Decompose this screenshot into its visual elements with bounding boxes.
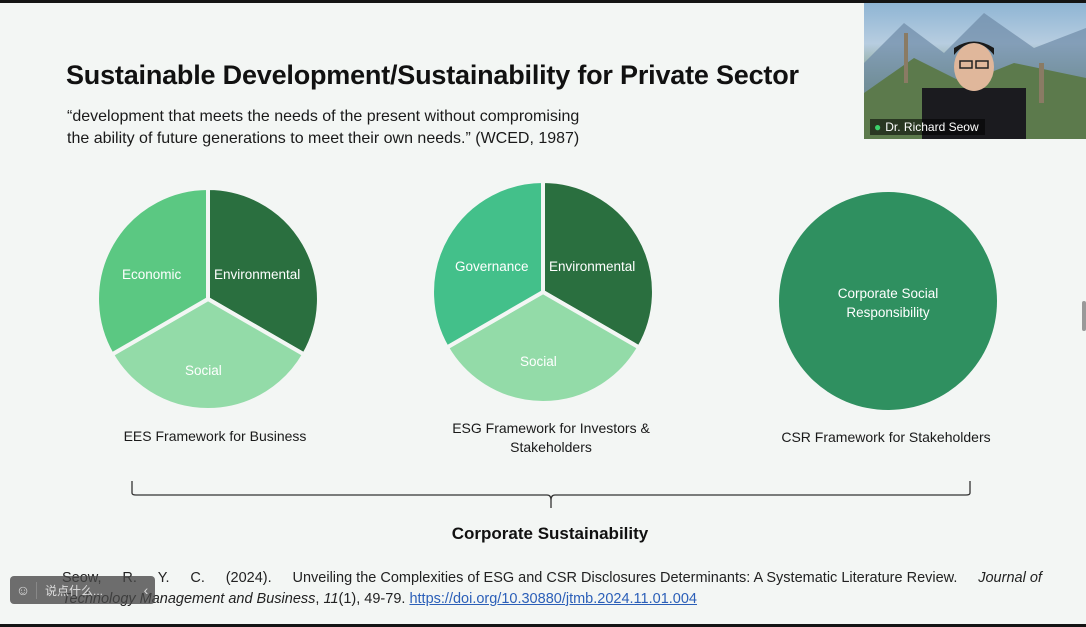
chevron-left-icon[interactable]: ‹ (143, 582, 149, 598)
doi-link[interactable]: https://doi.org/10.30880/jtmb.2024.11.01… (409, 591, 697, 607)
comment-placeholder[interactable]: 说点什么... (36, 581, 137, 599)
video-tile[interactable]: ● Dr. Richard Seow (864, 3, 1086, 139)
pie-segment-social (109, 296, 307, 412)
ref-word: C. (190, 570, 205, 586)
slide-title: Sustainable Development/Sustainability f… (66, 60, 799, 90)
comment-input-box[interactable]: ☺ 说点什么... ‹ (10, 576, 155, 604)
ref-title: Unveiling the Complexities of ESG and CS… (292, 570, 958, 586)
ref-volume: 11 (323, 591, 339, 607)
participant-name: Dr. Richard Seow (885, 120, 979, 134)
ees-caption-line-1: EES Framework for Business (123, 428, 307, 444)
pie-segment-governance (430, 178, 545, 351)
smiley-icon[interactable]: ☺ (15, 582, 31, 598)
corporate-sustainability-label: Corporate Sustainability (451, 524, 649, 543)
pie-segment-economic (95, 185, 210, 358)
quote-line-1: “development that meets the needs of the… (67, 108, 580, 125)
wced-quote: “development that meets the needs of the… (67, 106, 579, 150)
ref-comma: , (315, 591, 320, 607)
label-governance: Governance (455, 259, 529, 274)
ref-word: Y. (157, 570, 170, 586)
ees-caption: EES Framework for Business (100, 427, 330, 446)
pie-segment-social (444, 289, 642, 405)
esg-caption-line-2: Stakeholders (510, 439, 592, 455)
csr-label: Corporate Social Responsibility (808, 284, 968, 322)
csr-caption-line-1: CSR Framework for Stakeholders (781, 429, 991, 445)
esg-caption: ESG Framework for Investors & Stakeholde… (436, 419, 666, 457)
ees-pie-chart (95, 185, 321, 412)
label-social: Social (520, 354, 557, 369)
quote-line-2: the ability of future generations to mee… (67, 130, 580, 147)
label-social: Social (185, 363, 222, 378)
csr-label-line-2: Responsibility (846, 305, 930, 320)
reference-citation: Seow, R. Y. C. (2024). Unveiling the Com… (62, 568, 1042, 610)
label-environmental: Environmental (549, 259, 636, 274)
curly-brace (131, 481, 971, 508)
csr-circle (779, 192, 997, 410)
label-environmental: Environmental (214, 267, 301, 282)
ref-issue-pages: (1), 49-79. (338, 591, 406, 607)
esg-caption-line-1: ESG Framework for Investors & (452, 420, 650, 436)
csr-caption: CSR Framework for Stakeholders (761, 428, 1011, 447)
microphone-icon: ● (874, 120, 882, 134)
ref-word: (2024). (225, 570, 272, 586)
participant-name-tag: ● Dr. Richard Seow (870, 119, 985, 135)
esg-pie-chart (430, 178, 656, 405)
label-economic: Economic (122, 267, 182, 282)
side-panel-handle[interactable] (1082, 301, 1086, 331)
csr-label-line-1: Corporate Social (837, 286, 939, 301)
ref-journal: Journal of (978, 570, 1042, 586)
